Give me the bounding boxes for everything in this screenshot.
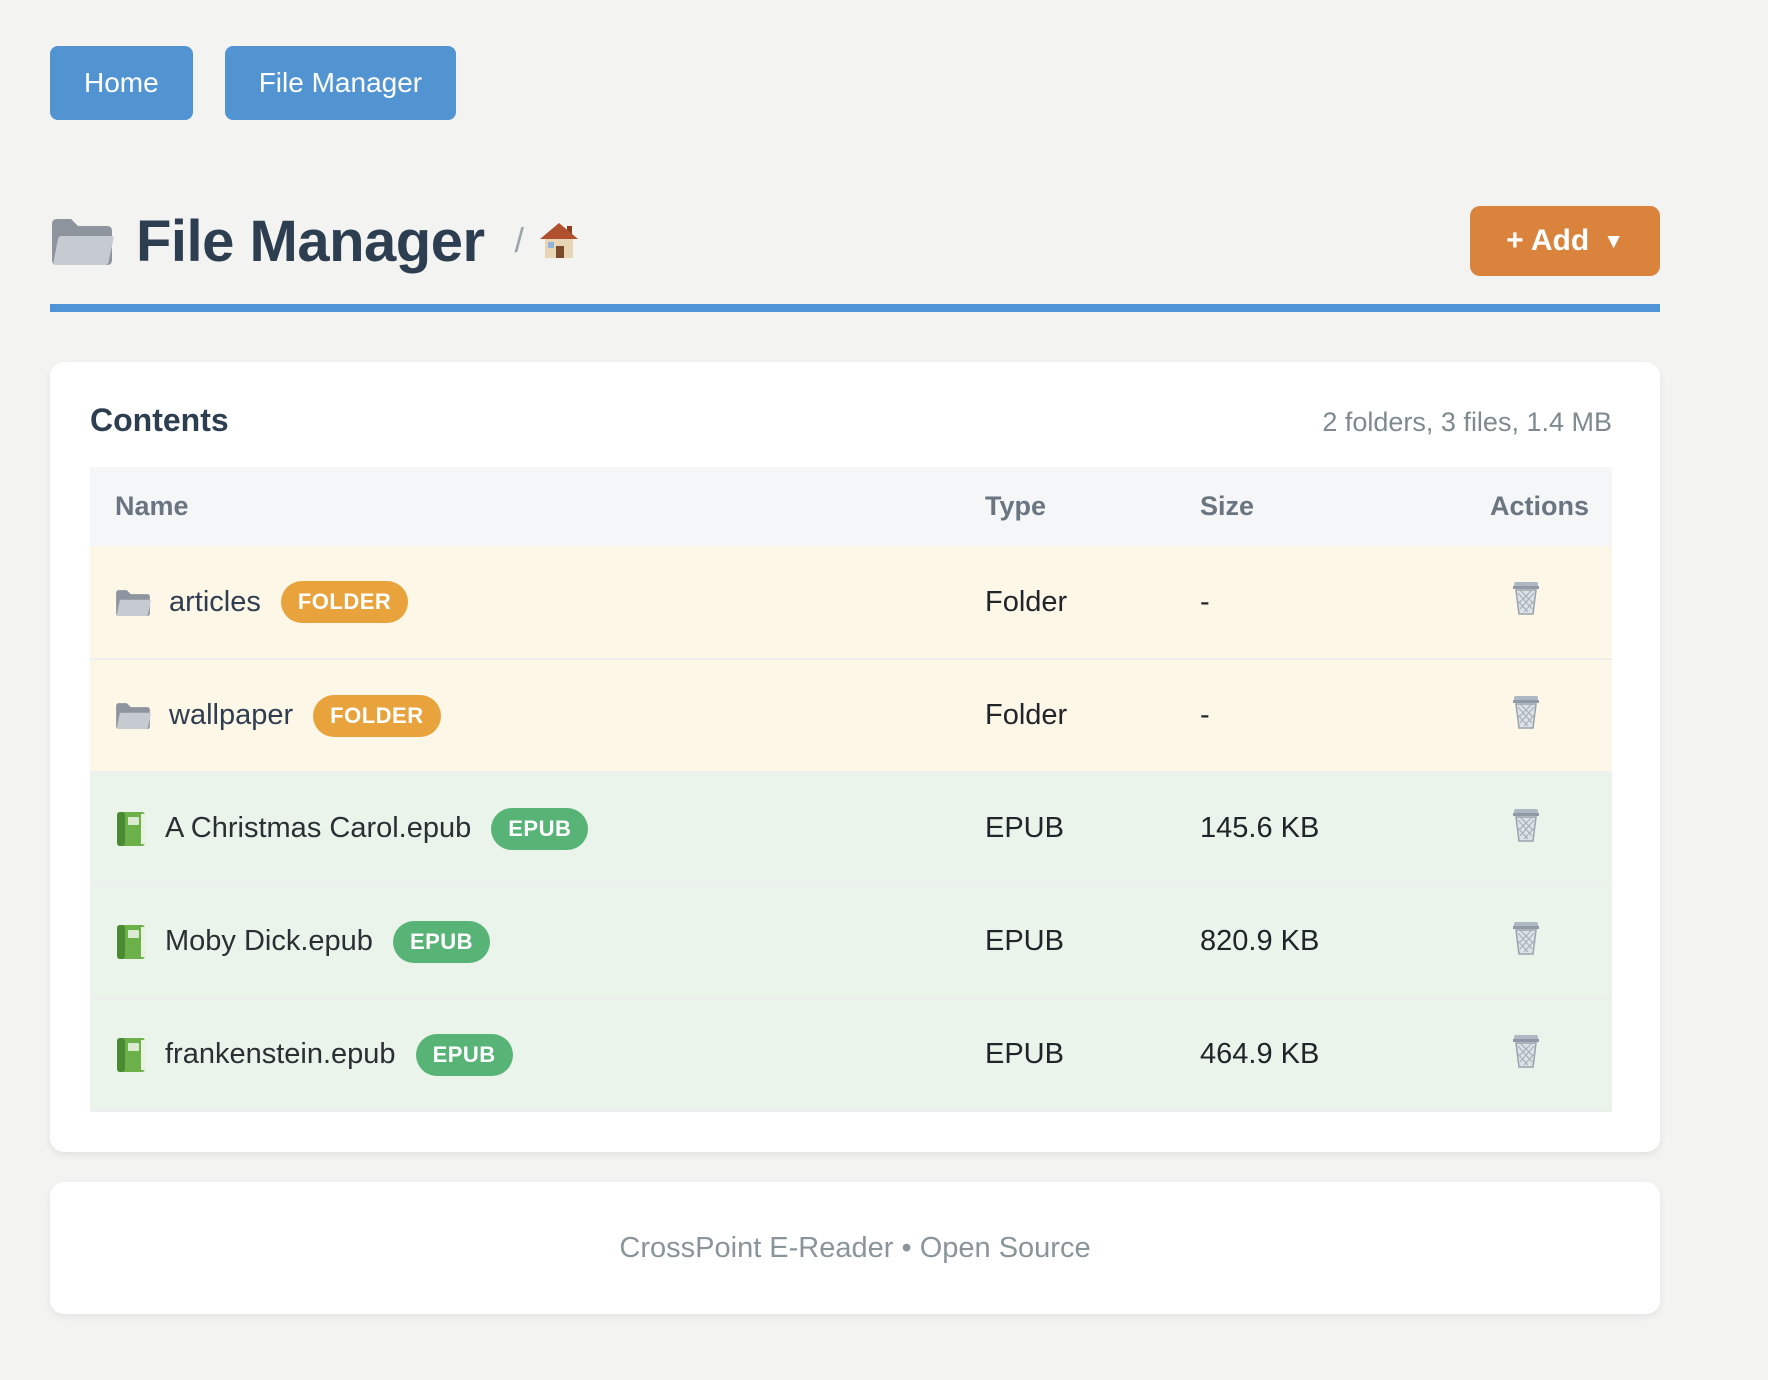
folder-icon — [50, 214, 114, 268]
file-name-link[interactable]: Moby Dick.epub — [165, 925, 373, 957]
size-cell: 820.9 KB — [1200, 925, 1320, 957]
trash-icon — [1510, 1033, 1542, 1069]
book-icon — [115, 923, 147, 961]
size-cell: 145.6 KB — [1200, 812, 1320, 844]
page-header: File Manager / + Add ▼ — [50, 206, 1660, 276]
table-row: Moby Dick.epub EPUB EPUB 820.9 KB — [90, 885, 1612, 998]
table-row: articles FOLDER Folder - — [90, 546, 1612, 659]
column-header-actions: Actions — [1465, 467, 1612, 546]
footer-text: CrossPoint E-Reader • Open Source — [619, 1231, 1091, 1264]
type-badge: EPUB — [415, 1033, 513, 1076]
type-badge: EPUB — [491, 807, 589, 850]
file-name-link[interactable]: A Christmas Carol.epub — [165, 812, 472, 844]
top-nav: Home File Manager — [50, 0, 1660, 120]
card-head: Contents 2 folders, 3 files, 1.4 MB — [90, 402, 1612, 439]
add-button[interactable]: + Add ▼ — [1470, 206, 1660, 276]
title-wrap: File Manager / — [50, 208, 580, 275]
trash-icon — [1510, 807, 1542, 843]
column-header-type: Type — [960, 467, 1175, 546]
size-cell: - — [1200, 699, 1210, 731]
table-header-row: Name Type Size Actions — [90, 467, 1612, 546]
contents-card: Contents 2 folders, 3 files, 1.4 MB Name… — [50, 362, 1660, 1152]
house-icon[interactable] — [538, 222, 580, 260]
type-cell: Folder — [985, 699, 1068, 731]
title-divider — [50, 304, 1660, 312]
file-table: Name Type Size Actions articles FOLDER F… — [90, 467, 1612, 1112]
type-cell: Folder — [985, 585, 1068, 618]
trash-icon — [1510, 580, 1542, 616]
type-cell: EPUB — [985, 812, 1064, 844]
column-header-size: Size — [1175, 467, 1465, 546]
book-icon — [115, 1036, 147, 1074]
home-button[interactable]: Home — [50, 46, 193, 120]
delete-button[interactable] — [1510, 694, 1542, 730]
column-header-name: Name — [90, 467, 960, 546]
delete-button[interactable] — [1510, 920, 1542, 956]
type-badge: FOLDER — [313, 694, 441, 737]
type-cell: EPUB — [985, 1038, 1064, 1070]
table-row: A Christmas Carol.epub EPUB EPUB 145.6 K… — [90, 772, 1612, 885]
size-cell: - — [1200, 585, 1210, 618]
delete-button[interactable] — [1510, 580, 1542, 616]
chevron-down-icon: ▼ — [1603, 229, 1624, 253]
type-badge: EPUB — [392, 920, 491, 963]
book-icon — [115, 810, 147, 848]
file-name-link[interactable]: wallpaper — [169, 699, 294, 731]
contents-heading: Contents — [90, 402, 229, 438]
trash-icon — [1510, 920, 1542, 956]
breadcrumb-separator: / — [514, 221, 524, 260]
page: Home File Manager File Manager / + Add ▼… — [50, 0, 1660, 1314]
type-cell: EPUB — [985, 925, 1064, 957]
file-manager-button[interactable]: File Manager — [224, 46, 457, 120]
trash-icon — [1510, 694, 1542, 730]
table-row: frankenstein.epub EPUB EPUB 464.9 KB — [90, 998, 1612, 1111]
delete-button[interactable] — [1510, 1033, 1542, 1069]
file-name-link[interactable]: frankenstein.epub — [165, 1038, 396, 1070]
type-badge: FOLDER — [280, 581, 409, 623]
size-cell: 464.9 KB — [1200, 1038, 1320, 1070]
footer: CrossPoint E-Reader • Open Source — [50, 1182, 1660, 1314]
delete-button[interactable] — [1510, 807, 1542, 843]
contents-summary: 2 folders, 3 files, 1.4 MB — [1322, 407, 1612, 437]
file-name-link[interactable]: articles — [169, 585, 261, 618]
page-title: File Manager — [136, 208, 485, 274]
folder-icon — [115, 700, 151, 731]
folder-icon — [115, 587, 151, 618]
add-button-label: + Add — [1506, 224, 1590, 257]
table-row: wallpaper FOLDER Folder - — [90, 659, 1612, 772]
